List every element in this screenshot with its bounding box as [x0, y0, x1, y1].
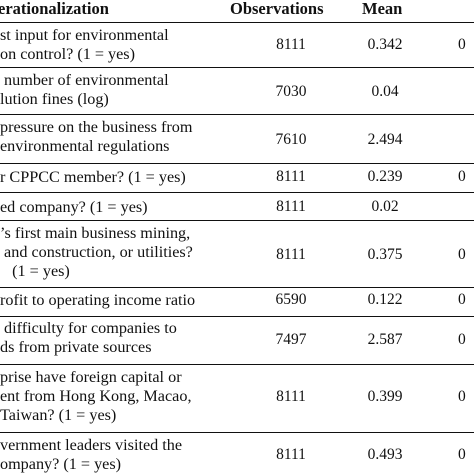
- row-extra: 0: [458, 36, 466, 53]
- row-mean: 0.04: [371, 83, 399, 100]
- row-mean: 0.375: [367, 246, 403, 263]
- table-row: vernment leaders visited the ompany? (1 …: [0, 436, 474, 474]
- row-divider: [0, 316, 474, 317]
- row-divider: [0, 192, 474, 193]
- row-label: ’s first main business mining, and const…: [0, 224, 193, 280]
- row-observations: 8111: [276, 246, 306, 263]
- table-row: st input for environmental on control? (…: [0, 26, 474, 66]
- row-mean: 0.493: [367, 446, 403, 463]
- header-mean: Mean: [362, 0, 403, 18]
- row-observations: 6590: [275, 291, 307, 308]
- row-extra: 0: [458, 246, 466, 263]
- table-row: ’s first main business mining, and const…: [0, 224, 474, 286]
- row-label: prise have foreign capital or ent from H…: [0, 368, 192, 424]
- row-mean: 2.494: [367, 131, 403, 148]
- row-extra: 0: [458, 168, 466, 185]
- row-divider: [0, 220, 474, 221]
- row-label: pressure on the business from environmen…: [0, 118, 193, 155]
- row-extra: 0: [458, 388, 466, 405]
- row-divider: [0, 163, 474, 164]
- table-row: difficulty for companies to ds from priv…: [0, 319, 474, 361]
- table-row: pressure on the business from environmen…: [0, 118, 474, 160]
- row-label: st input for environmental on control? (…: [0, 26, 169, 63]
- row-divider: [0, 432, 474, 433]
- row-mean: 0.399: [367, 388, 403, 405]
- row-divider: [0, 114, 474, 115]
- header-observations: Observations: [230, 0, 324, 18]
- row-mean: 0.02: [371, 198, 399, 215]
- row-mean: 0.342: [367, 36, 403, 53]
- row-mean: 0.122: [367, 291, 403, 308]
- table-row: r CPPCC member? (1 = yes) 8111 0.239 0: [0, 166, 474, 190]
- row-label: difficulty for companies to ds from priv…: [0, 319, 177, 356]
- row-observations: 8111: [276, 388, 306, 405]
- row-divider: [0, 364, 474, 365]
- row-observations: 8111: [276, 446, 306, 463]
- table-row: rofit to operating income ratio 6590 0.1…: [0, 290, 474, 314]
- row-extra: 0: [458, 291, 466, 308]
- row-observations: 7030: [275, 83, 307, 100]
- row-label: r CPPCC member? (1 = yes): [0, 168, 186, 186]
- table-row: ed company? (1 = yes) 8111 0.02: [0, 195, 474, 219]
- table-row: number of environmental lution fines (lo…: [0, 71, 474, 111]
- table-header: erationalization Observations Mean: [0, 0, 474, 22]
- row-label: rofit to operating income ratio: [0, 291, 196, 309]
- row-label: ed company? (1 = yes): [0, 198, 148, 216]
- row-extra: 0: [458, 331, 466, 348]
- row-divider: [0, 67, 474, 68]
- row-mean: 2.587: [367, 331, 403, 348]
- row-extra: 0: [458, 446, 466, 463]
- header-operationalization: erationalization: [0, 0, 109, 18]
- table-row: prise have foreign capital or ent from H…: [0, 368, 474, 430]
- row-observations: 7497: [275, 331, 307, 348]
- row-label: number of environmental lution fines (lo…: [0, 71, 169, 108]
- row-observations: 8111: [276, 36, 306, 53]
- row-divider: [0, 287, 474, 288]
- row-label: vernment leaders visited the ompany? (1 …: [0, 436, 183, 473]
- header-rule: [0, 22, 474, 23]
- row-observations: 8111: [276, 168, 306, 185]
- row-observations: 7610: [275, 131, 307, 148]
- row-observations: 8111: [276, 198, 306, 215]
- row-mean: 0.239: [367, 168, 403, 185]
